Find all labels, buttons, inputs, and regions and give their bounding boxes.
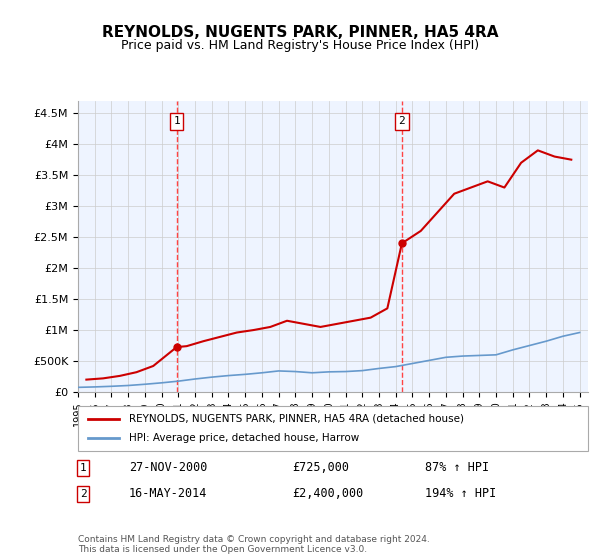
Text: £2,400,000: £2,400,000 <box>292 487 364 500</box>
Text: 194% ↑ HPI: 194% ↑ HPI <box>425 487 496 500</box>
Text: Price paid vs. HM Land Registry's House Price Index (HPI): Price paid vs. HM Land Registry's House … <box>121 39 479 52</box>
Text: 87% ↑ HPI: 87% ↑ HPI <box>425 461 489 474</box>
Text: REYNOLDS, NUGENTS PARK, PINNER, HA5 4RA: REYNOLDS, NUGENTS PARK, PINNER, HA5 4RA <box>102 25 498 40</box>
FancyBboxPatch shape <box>78 406 588 451</box>
Text: REYNOLDS, NUGENTS PARK, PINNER, HA5 4RA (detached house): REYNOLDS, NUGENTS PARK, PINNER, HA5 4RA … <box>129 413 464 423</box>
Text: 1: 1 <box>173 116 180 126</box>
Text: Contains HM Land Registry data © Crown copyright and database right 2024.
This d: Contains HM Land Registry data © Crown c… <box>78 535 430 554</box>
Text: £725,000: £725,000 <box>292 461 349 474</box>
Text: 16-MAY-2014: 16-MAY-2014 <box>129 487 208 500</box>
Text: 2: 2 <box>80 489 86 499</box>
Text: 27-NOV-2000: 27-NOV-2000 <box>129 461 208 474</box>
Text: 1: 1 <box>80 463 86 473</box>
Text: 2: 2 <box>398 116 405 126</box>
Text: HPI: Average price, detached house, Harrow: HPI: Average price, detached house, Harr… <box>129 433 359 444</box>
